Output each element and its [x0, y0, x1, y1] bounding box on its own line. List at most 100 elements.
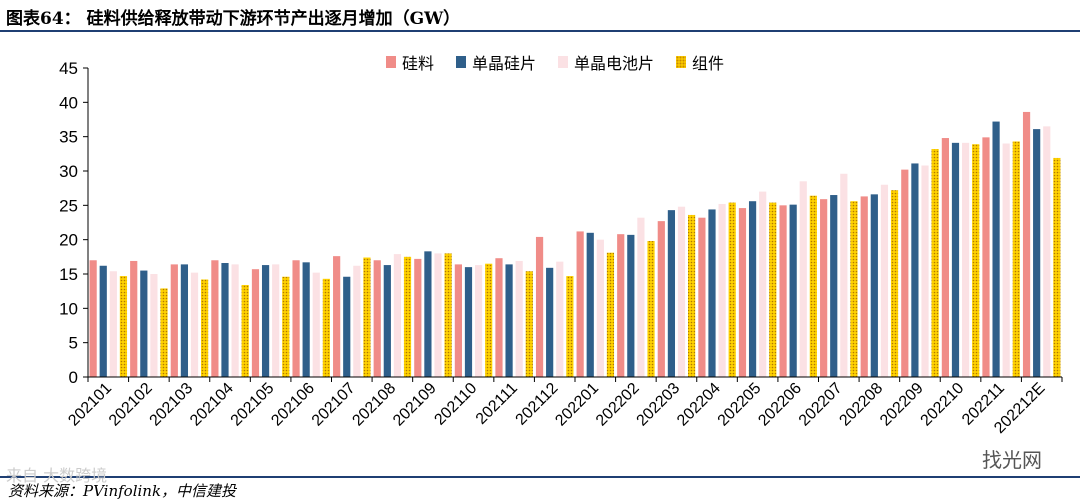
x-tick-label: 202110: [431, 380, 480, 429]
bar-mono-wafer: [789, 204, 797, 377]
bar-silicon: [941, 138, 949, 377]
bar-mono-wafer: [830, 195, 838, 377]
bar-mono-cell: [515, 260, 523, 377]
bar-mono-wafer: [627, 234, 635, 377]
bar-module: [972, 144, 980, 377]
bar-silicon: [617, 234, 625, 377]
bar-mono-wafer: [911, 163, 919, 377]
bar-silicon: [860, 196, 868, 377]
bar-silicon: [698, 217, 706, 377]
legend-item-silicon: 硅料: [386, 50, 434, 74]
y-tick-label: 0: [69, 368, 78, 387]
legend: 硅料 单晶硅片 单晶电池片 组件: [386, 50, 724, 74]
x-tick-label: 202106: [268, 380, 318, 430]
bar-silicon: [576, 231, 584, 377]
bar-mono-wafer: [586, 232, 594, 377]
chart-title: 图表64： 硅料供给释放带动下游环节产出逐月增加（GW）: [6, 9, 461, 29]
bar-module: [1012, 141, 1020, 377]
bar-module: [688, 214, 696, 377]
bar-mono-cell: [921, 165, 929, 377]
bar-module: [322, 278, 330, 377]
bar-module: [241, 284, 249, 377]
x-tick-label: 202209: [877, 380, 927, 430]
bar-module: [850, 201, 858, 377]
x-tick-label: 202104: [187, 380, 237, 430]
bar-mono-cell: [1043, 126, 1051, 377]
x-tick-label: 202208: [836, 380, 886, 430]
bar-silicon: [820, 199, 828, 377]
bar-module: [201, 279, 209, 377]
bar-module: [444, 253, 452, 377]
bar-module: [566, 276, 574, 377]
bar-module: [809, 195, 817, 377]
bar-mono-cell: [434, 253, 442, 377]
bar-module: [282, 276, 290, 377]
x-tick-label: 202202: [593, 380, 643, 430]
x-tick-label: 202101: [65, 380, 115, 430]
bar-mono-cell: [1002, 143, 1010, 377]
legend-item-module: 组件: [676, 50, 724, 74]
bar-mono-wafer: [667, 210, 676, 377]
bar-mono-cell: [272, 264, 280, 377]
bar-module: [769, 202, 777, 377]
bar-module: [363, 257, 371, 377]
bar-mono-cell: [961, 142, 970, 377]
bar-mono-cell: [474, 265, 483, 377]
bar-mono-wafer: [748, 201, 757, 377]
bar-silicon: [414, 258, 422, 377]
bar-silicon: [373, 260, 381, 377]
bar-silicon: [454, 264, 462, 377]
bar-mono-wafer: [708, 209, 716, 377]
y-tick-label: 45: [59, 59, 78, 78]
legend-label-mono-wafer: 单晶硅片: [472, 54, 537, 73]
bar-module: [890, 190, 899, 377]
bar-mono-cell: [677, 206, 686, 377]
x-tick-label: 202205: [715, 380, 765, 430]
bar-silicon: [982, 137, 990, 377]
x-tick-label: 202203: [634, 380, 684, 430]
legend-swatch-silicon: [386, 56, 396, 68]
x-tick-label: 202107: [309, 380, 359, 430]
bar-module: [606, 252, 615, 377]
bar-mono-wafer: [1033, 129, 1041, 377]
bar-silicon: [170, 264, 178, 377]
bar-silicon: [495, 258, 503, 377]
x-axis: 2021012021022021032021042021052021062021…: [65, 376, 1063, 437]
bar-silicon: [333, 256, 341, 377]
bar-silicon: [535, 236, 544, 377]
bar-mono-cell: [718, 203, 726, 377]
bar-mono-cell: [231, 264, 239, 377]
legend-swatch-module: [676, 56, 687, 68]
y-tick-label: 40: [59, 93, 78, 112]
legend-label-silicon: 硅料: [402, 54, 435, 73]
x-tick-label: 202201: [552, 380, 602, 430]
watermark-left: 来自 大数跨境: [6, 466, 108, 485]
bar-module: [160, 288, 168, 377]
y-axis: 0 5 10 15 20 25 30 35 40 45: [59, 59, 89, 387]
y-tick-label: 10: [59, 299, 78, 318]
bar-mono-cell: [190, 272, 199, 377]
bar-mono-cell: [637, 217, 645, 377]
y-tick-label: 5: [69, 334, 78, 353]
bar-silicon: [89, 260, 97, 377]
bar-module: [485, 263, 493, 377]
x-tick-label: 202105: [228, 380, 278, 430]
y-tick-label: 30: [59, 162, 78, 181]
bar-silicon: [901, 169, 909, 377]
x-tick-label: 202111: [473, 380, 521, 428]
bar-mono-cell: [393, 254, 402, 377]
bar-silicon: [738, 208, 747, 377]
y-tick-label: 25: [59, 196, 78, 215]
legend-label-mono-cell: 单晶电池片: [574, 54, 655, 73]
bar-module: [1053, 157, 1061, 377]
bar-mono-cell: [109, 271, 117, 377]
bar-module: [647, 241, 655, 377]
bar-mono-cell: [150, 274, 158, 377]
bar-module: [728, 202, 736, 377]
bar-silicon: [251, 269, 260, 377]
bar-module: [525, 271, 533, 377]
bar-silicon: [211, 260, 219, 377]
x-tick-label: 202103: [147, 380, 197, 430]
bar-mono-wafer: [992, 121, 1000, 377]
bar-mono-wafer: [343, 276, 351, 377]
